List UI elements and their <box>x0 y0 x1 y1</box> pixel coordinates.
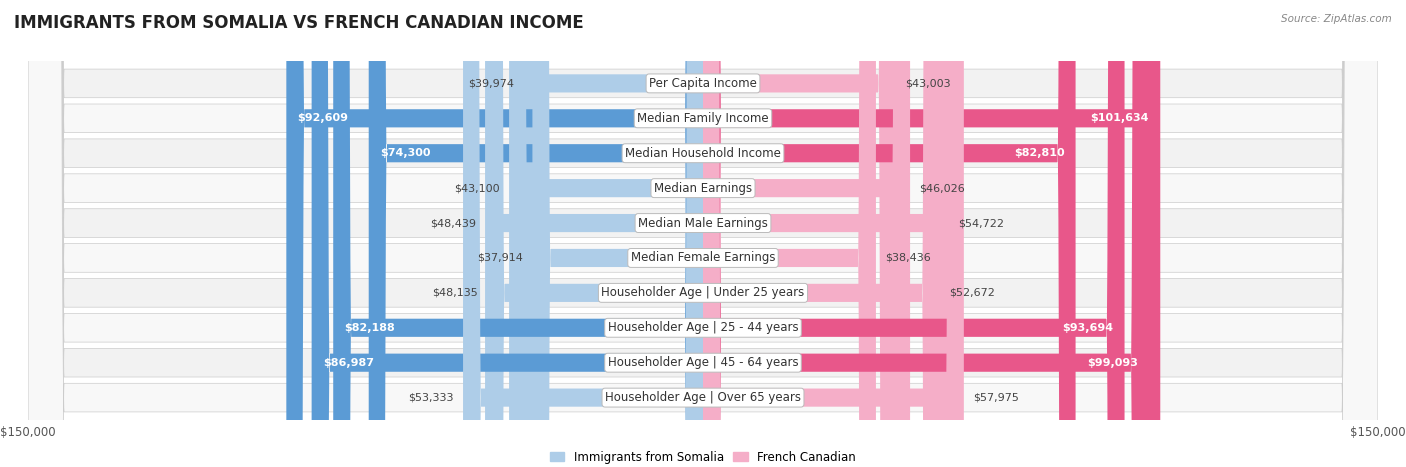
FancyBboxPatch shape <box>312 0 703 467</box>
FancyBboxPatch shape <box>523 0 703 467</box>
FancyBboxPatch shape <box>463 0 703 467</box>
Text: Source: ZipAtlas.com: Source: ZipAtlas.com <box>1281 14 1392 24</box>
FancyBboxPatch shape <box>703 0 1149 467</box>
Text: $38,436: $38,436 <box>884 253 931 263</box>
FancyBboxPatch shape <box>703 0 1160 467</box>
Text: $46,026: $46,026 <box>920 183 965 193</box>
Text: Householder Age | Under 25 years: Householder Age | Under 25 years <box>602 286 804 299</box>
Text: $52,672: $52,672 <box>949 288 995 298</box>
Text: $57,975: $57,975 <box>973 393 1019 403</box>
Text: Per Capita Income: Per Capita Income <box>650 77 756 90</box>
Text: Median Male Earnings: Median Male Earnings <box>638 217 768 230</box>
FancyBboxPatch shape <box>703 0 941 467</box>
FancyBboxPatch shape <box>28 0 1378 467</box>
Text: Median Household Income: Median Household Income <box>626 147 780 160</box>
Text: $48,135: $48,135 <box>432 288 478 298</box>
Text: $53,333: $53,333 <box>409 393 454 403</box>
FancyBboxPatch shape <box>28 0 1378 467</box>
Text: Median Family Income: Median Family Income <box>637 112 769 125</box>
Text: $43,003: $43,003 <box>905 78 950 88</box>
FancyBboxPatch shape <box>28 0 1378 467</box>
FancyBboxPatch shape <box>703 0 1125 467</box>
FancyBboxPatch shape <box>287 0 703 467</box>
Text: $43,100: $43,100 <box>454 183 501 193</box>
Text: Householder Age | 45 - 64 years: Householder Age | 45 - 64 years <box>607 356 799 369</box>
FancyBboxPatch shape <box>703 0 897 467</box>
Text: $39,974: $39,974 <box>468 78 515 88</box>
FancyBboxPatch shape <box>703 0 949 467</box>
FancyBboxPatch shape <box>28 0 1378 467</box>
Text: $48,439: $48,439 <box>430 218 477 228</box>
FancyBboxPatch shape <box>703 0 965 467</box>
Text: $54,722: $54,722 <box>959 218 1004 228</box>
FancyBboxPatch shape <box>28 0 1378 467</box>
Text: $82,810: $82,810 <box>1014 148 1064 158</box>
FancyBboxPatch shape <box>486 0 703 467</box>
Text: Householder Age | 25 - 44 years: Householder Age | 25 - 44 years <box>607 321 799 334</box>
FancyBboxPatch shape <box>703 0 876 467</box>
FancyBboxPatch shape <box>28 0 1378 467</box>
Text: $101,634: $101,634 <box>1091 113 1149 123</box>
Text: $99,093: $99,093 <box>1087 358 1137 368</box>
Text: $93,694: $93,694 <box>1062 323 1114 333</box>
FancyBboxPatch shape <box>703 0 1076 467</box>
FancyBboxPatch shape <box>28 0 1378 467</box>
Text: $82,188: $82,188 <box>344 323 395 333</box>
Text: Median Female Earnings: Median Female Earnings <box>631 251 775 264</box>
FancyBboxPatch shape <box>333 0 703 467</box>
Text: $92,609: $92,609 <box>298 113 349 123</box>
Text: $86,987: $86,987 <box>323 358 374 368</box>
FancyBboxPatch shape <box>533 0 703 467</box>
FancyBboxPatch shape <box>28 0 1378 467</box>
FancyBboxPatch shape <box>703 0 910 467</box>
FancyBboxPatch shape <box>28 0 1378 467</box>
Text: Median Earnings: Median Earnings <box>654 182 752 195</box>
Legend: Immigrants from Somalia, French Canadian: Immigrants from Somalia, French Canadian <box>546 446 860 467</box>
FancyBboxPatch shape <box>368 0 703 467</box>
Text: Householder Age | Over 65 years: Householder Age | Over 65 years <box>605 391 801 404</box>
Text: $37,914: $37,914 <box>478 253 523 263</box>
FancyBboxPatch shape <box>28 0 1378 467</box>
Text: $74,300: $74,300 <box>380 148 430 158</box>
FancyBboxPatch shape <box>485 0 703 467</box>
Text: IMMIGRANTS FROM SOMALIA VS FRENCH CANADIAN INCOME: IMMIGRANTS FROM SOMALIA VS FRENCH CANADI… <box>14 14 583 32</box>
FancyBboxPatch shape <box>509 0 703 467</box>
